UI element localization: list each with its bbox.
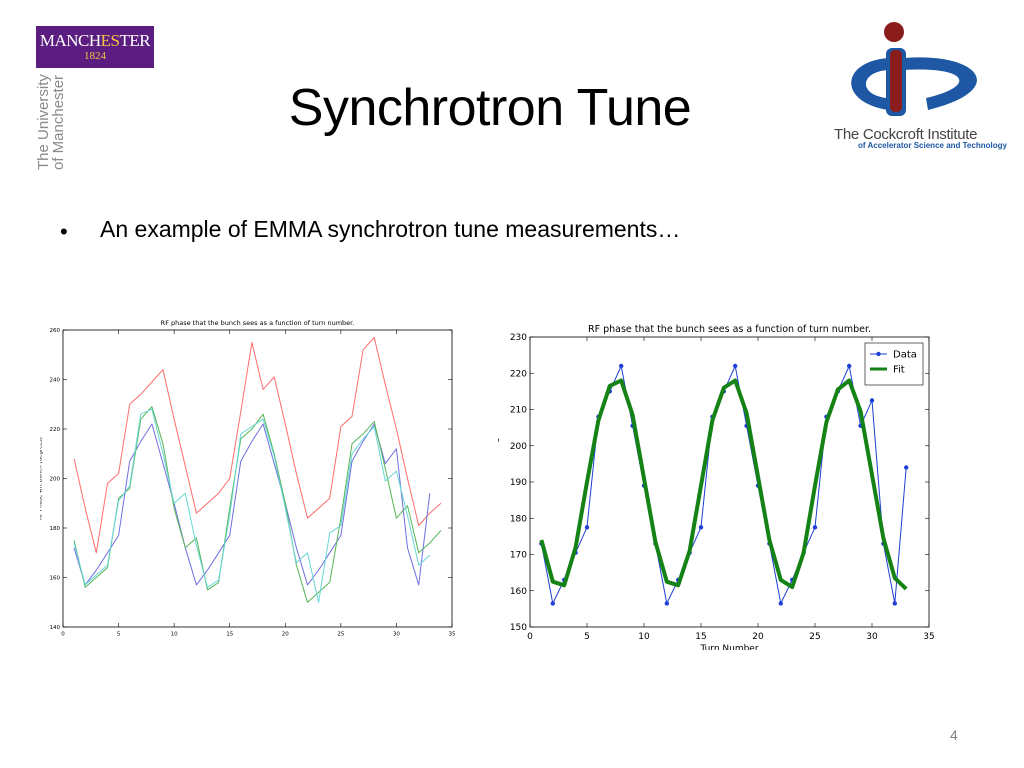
x-tick-label: 5 bbox=[117, 632, 121, 638]
y-tick-label: 220 bbox=[50, 427, 61, 433]
page-number: 4 bbox=[950, 727, 958, 743]
bullet-marker: • bbox=[60, 219, 68, 244]
legend-label: Fit bbox=[893, 365, 905, 376]
slide-title: Synchrotron Tune bbox=[288, 79, 692, 137]
x-tick-label: 5 bbox=[584, 632, 590, 642]
x-tick-label: 35 bbox=[923, 632, 934, 642]
chart-rf-phase-fit: RF phase that the bunch sees as a functi… bbox=[498, 324, 935, 650]
y-tick-label: 220 bbox=[510, 369, 527, 379]
logo-text-ter: TER bbox=[119, 31, 151, 50]
cockcroft-institute-subtitle: of Accelerator Science and Technology bbox=[858, 141, 1007, 150]
data-point bbox=[904, 465, 909, 470]
x-tick-label: 15 bbox=[695, 632, 706, 642]
y-tick-label: 190 bbox=[510, 478, 527, 488]
logo-text-es: ES bbox=[100, 31, 120, 50]
x-tick-label: 30 bbox=[393, 632, 400, 638]
plot-frame bbox=[62, 329, 453, 628]
y-tick-label: 160 bbox=[510, 587, 527, 597]
bullet-text: An example of EMMA synchrotron tune meas… bbox=[100, 216, 681, 242]
cockcroft-institute-logo-icon bbox=[851, 22, 977, 116]
x-tick-label: 10 bbox=[171, 632, 178, 638]
logo-text-manch: MANCH bbox=[39, 31, 101, 50]
y-tick-label: 260 bbox=[50, 328, 61, 334]
university-line-2: of Manchester bbox=[50, 74, 67, 170]
x-tick-label: 0 bbox=[61, 632, 65, 638]
data-point bbox=[812, 525, 818, 530]
y-tick-label: 150 bbox=[510, 623, 527, 633]
x-tick-label: 25 bbox=[809, 632, 820, 642]
y-tick-label: 180 bbox=[510, 514, 527, 524]
university-vertical-name: The University of Manchester bbox=[35, 30, 67, 170]
y-tick-label: 140 bbox=[50, 625, 61, 631]
x-tick-label: 25 bbox=[337, 632, 344, 638]
data-point bbox=[733, 363, 738, 369]
y-tick-label: 210 bbox=[510, 406, 527, 416]
x-tick-label: 20 bbox=[282, 632, 289, 638]
university-of-manchester-logo: MANCHESTER 1824 bbox=[36, 26, 154, 68]
series-line-1 bbox=[73, 423, 431, 586]
y-tick-label: 240 bbox=[50, 377, 61, 383]
chart-title: RF phase that the bunch sees as a functi… bbox=[588, 324, 871, 335]
x-axis-label: Turn Number bbox=[699, 644, 758, 650]
y-tick-label: 160 bbox=[50, 575, 61, 581]
cockcroft-institute-name: The Cockcroft Institute bbox=[834, 126, 978, 143]
series-line-2 bbox=[73, 406, 442, 603]
data-point bbox=[584, 525, 590, 530]
logo-year: 1824 bbox=[84, 50, 106, 62]
data-point bbox=[778, 601, 783, 606]
series-line-1 bbox=[539, 378, 908, 591]
x-tick-label: 0 bbox=[527, 632, 533, 642]
y-tick-label: 230 bbox=[510, 333, 527, 343]
y-tick-label: 180 bbox=[50, 526, 61, 532]
data-point bbox=[550, 601, 555, 606]
y-tick-label: 200 bbox=[510, 442, 527, 452]
x-tick-label: 35 bbox=[449, 632, 456, 638]
data-point bbox=[869, 398, 875, 403]
x-tick-label: 20 bbox=[752, 632, 764, 642]
y-axis-label: RF Phase wrt bunch (degrees) bbox=[498, 414, 500, 549]
y-tick-label: 170 bbox=[510, 551, 527, 561]
series-line-0 bbox=[73, 336, 442, 554]
university-line-1: The University bbox=[35, 74, 52, 170]
data-point bbox=[698, 525, 704, 530]
chart-rf-phase-raw: RF phase that the bunch sees as a functi… bbox=[40, 319, 456, 638]
legend-label: Data bbox=[893, 350, 917, 361]
data-point bbox=[664, 601, 669, 606]
y-axis-label: RF Phase wrt bunch (degrees) bbox=[40, 437, 43, 520]
series-line-3 bbox=[73, 408, 431, 603]
data-point bbox=[847, 363, 852, 369]
legend-marker bbox=[876, 351, 881, 357]
x-tick-label: 15 bbox=[226, 632, 233, 638]
legend-box bbox=[864, 342, 924, 386]
data-point bbox=[619, 363, 624, 369]
data-point bbox=[892, 601, 897, 606]
x-tick-label: 10 bbox=[638, 632, 650, 642]
chart-title: RF phase that the bunch sees as a functi… bbox=[161, 319, 355, 327]
y-tick-label: 200 bbox=[50, 476, 61, 482]
x-tick-label: 30 bbox=[866, 632, 878, 642]
